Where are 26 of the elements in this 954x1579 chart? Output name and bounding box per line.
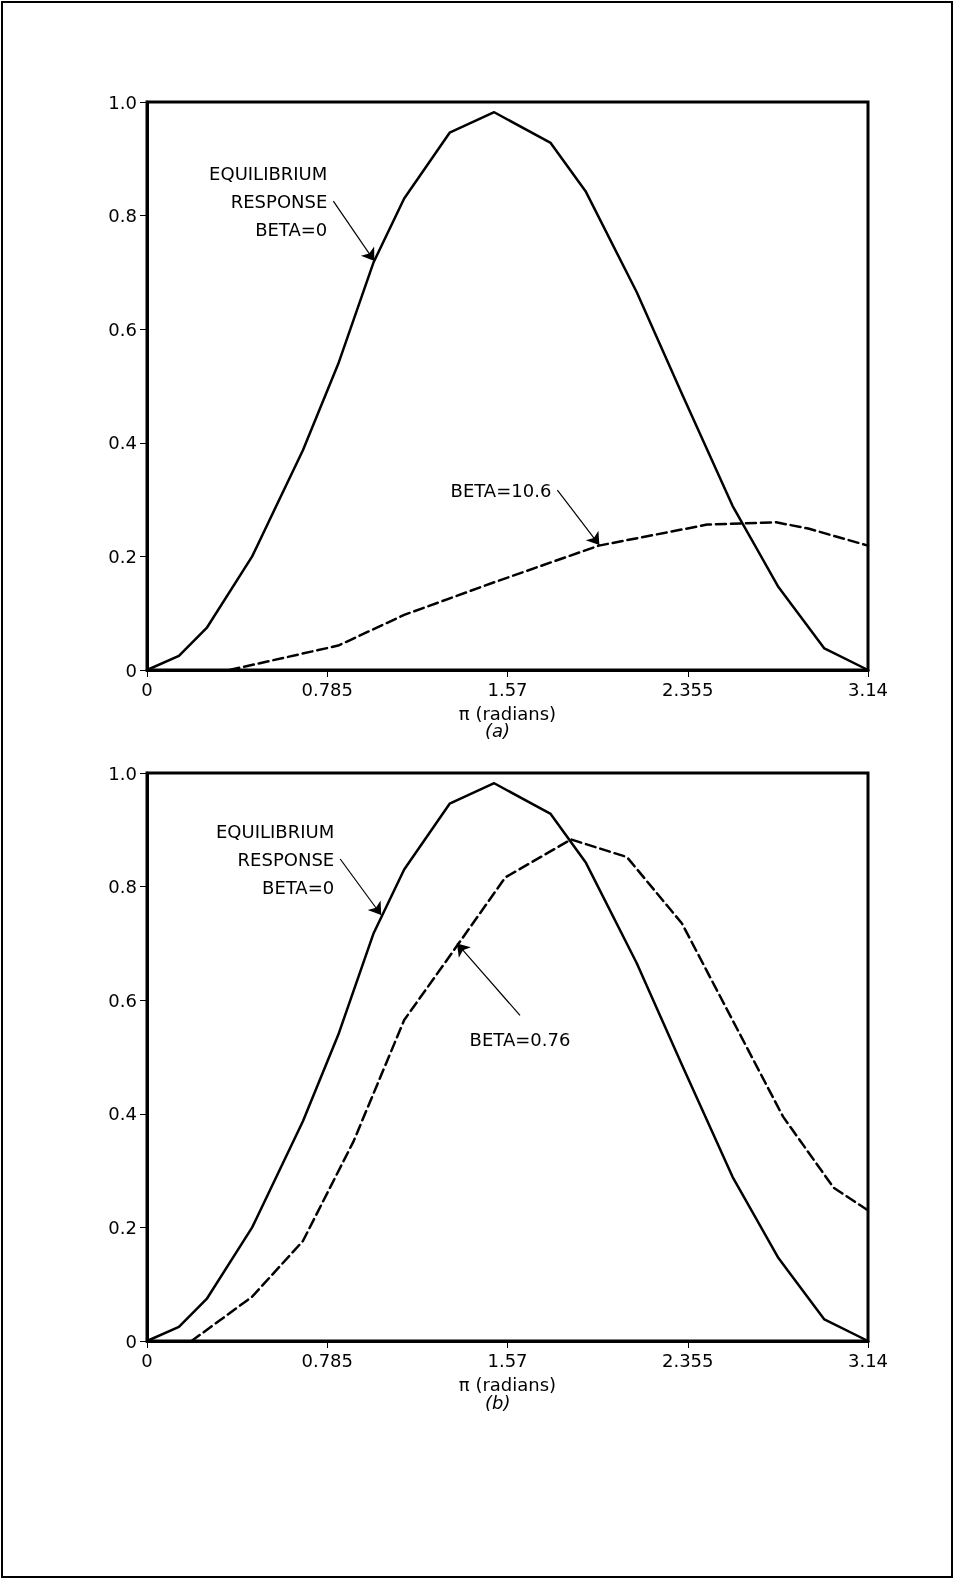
y-tick-label: 0 [125, 659, 137, 681]
annotation: BETA=10.6 [450, 479, 552, 501]
x-tick-label: 3.14 [847, 678, 889, 700]
y-tick-label: 0.4 [108, 432, 137, 454]
y-tick-label: 0.2 [108, 545, 137, 567]
x-tick-label: 3.14 [847, 1349, 889, 1371]
annotation: BETA=0.76 [469, 1028, 571, 1050]
x-tick-label: 1.57 [487, 678, 528, 700]
y-tick-label: 0.4 [108, 1103, 137, 1125]
x-tick-label: 2.355 [661, 1349, 714, 1371]
y-tick-label: 0.8 [108, 876, 137, 898]
x-tick-label: 0.785 [301, 678, 354, 700]
y-tick-label: 0.6 [108, 318, 137, 340]
x-tick-label: 0 [141, 1349, 153, 1371]
annotation: EQUILIBRIUM RESPONSE BETA=0 [215, 820, 335, 898]
y-tick-label: 1.0 [108, 91, 137, 113]
y-tick-label: 1.0 [108, 762, 137, 784]
x-tick-label: 2.355 [661, 678, 714, 700]
annotation: EQUILIBRIUM RESPONSE BETA=0 [209, 162, 328, 240]
y-tick-label: 0.6 [108, 989, 137, 1011]
y-tick-label: 0.8 [108, 205, 137, 227]
y-tick-label: 0 [125, 1330, 137, 1352]
x-tick-label: 1.57 [487, 1349, 528, 1371]
x-tick-label: 0.785 [301, 1349, 354, 1371]
y-tick-label: 0.2 [108, 1216, 137, 1238]
x-tick-label: 0 [141, 678, 153, 700]
